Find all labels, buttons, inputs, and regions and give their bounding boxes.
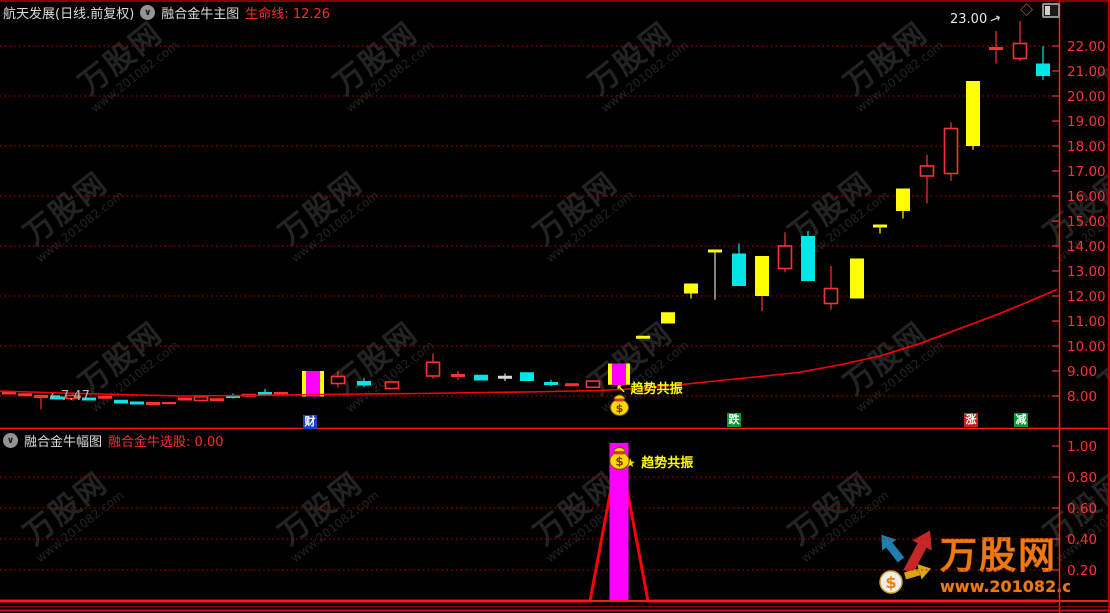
y-axis-label: 19.00 [1067, 114, 1106, 130]
y-axis-label: 15.00 [1067, 214, 1106, 230]
window-split-icon[interactable] [1042, 3, 1060, 18]
money-bag-icon: $ [610, 394, 629, 416]
y-axis-label: 1.00 [1067, 439, 1097, 455]
diamond-icon[interactable]: ◇ [1020, 0, 1034, 19]
y-axis-label: 11.00 [1067, 314, 1106, 330]
resonance-label-sub: ★ 趋势共振 [625, 456, 694, 471]
lifeline-value: 12.26 [292, 7, 331, 22]
low-price-annotation: ←7.47 [50, 389, 90, 404]
y-axis-label: 12.00 [1067, 289, 1106, 305]
y-axis-label: 22.00 [1067, 39, 1106, 55]
y-axis-label: 20.00 [1067, 89, 1106, 105]
logo-brand-text: 万股网 [940, 534, 1057, 577]
main-panel-header: 航天发展(日线.前复权) ∨ 融合金牛主图 生命线: 12.26 [3, 3, 330, 22]
y-axis-label: 18.00 [1067, 139, 1106, 155]
star-icon: ★ [625, 456, 636, 470]
y-axis-label: 0.40 [1067, 532, 1097, 548]
y-axis-label: 0.60 [1067, 501, 1097, 517]
y-axis-label: 0.80 [1067, 470, 1097, 486]
marker-badge: 财 [303, 415, 317, 429]
svg-text:$: $ [616, 402, 624, 415]
signal-label: 融合金牛选股: [108, 435, 191, 450]
y-axis-label: 14.00 [1067, 239, 1106, 255]
marker-badge: 跌 [727, 413, 741, 427]
y-axis-label: 16.00 [1067, 189, 1106, 205]
logo-site-text: www.201082.com [940, 577, 1070, 596]
y-axis-label: 0.20 [1067, 563, 1097, 579]
marker-badge: 减 [1014, 413, 1028, 427]
y-axis-label: 9.00 [1067, 364, 1097, 380]
main-indicator-name[interactable]: 融合金牛主图 [161, 7, 240, 22]
marker-badge: 涨 [964, 413, 978, 427]
y-axis-label: 8.00 [1067, 389, 1097, 405]
money-bag-icon: $ [609, 446, 630, 470]
svg-text:$: $ [615, 455, 623, 469]
chevron-down-icon[interactable]: ∨ [140, 5, 156, 20]
chevron-down-icon[interactable]: ∨ [3, 433, 18, 448]
y-axis-label: 10.00 [1067, 339, 1106, 355]
high-price-annotation: 23.00 → [950, 10, 1004, 29]
sub-indicator-name[interactable]: 融合金牛幅图 [24, 435, 103, 450]
dollar-icon: $ [885, 573, 896, 592]
resonance-label-main: ↖ 趋势共振 [616, 382, 683, 397]
sub-panel-header: ∨ 融合金牛幅图 融合金牛选股: 0.00 [3, 431, 224, 450]
y-axis-label: 17.00 [1067, 164, 1106, 180]
wangguwang-logo: $ 万股网 www.201082.com [879, 530, 1070, 596]
y-axis-label: 13.00 [1067, 264, 1106, 280]
signal-value: 0.00 [194, 435, 224, 450]
arrow-up-left-icon: ↖ [616, 382, 627, 396]
stock-title: 航天发展(日线.前复权) [3, 7, 135, 22]
lifeline-label: 生命线: [245, 7, 289, 22]
y-axis-label: 21.00 [1067, 64, 1106, 80]
